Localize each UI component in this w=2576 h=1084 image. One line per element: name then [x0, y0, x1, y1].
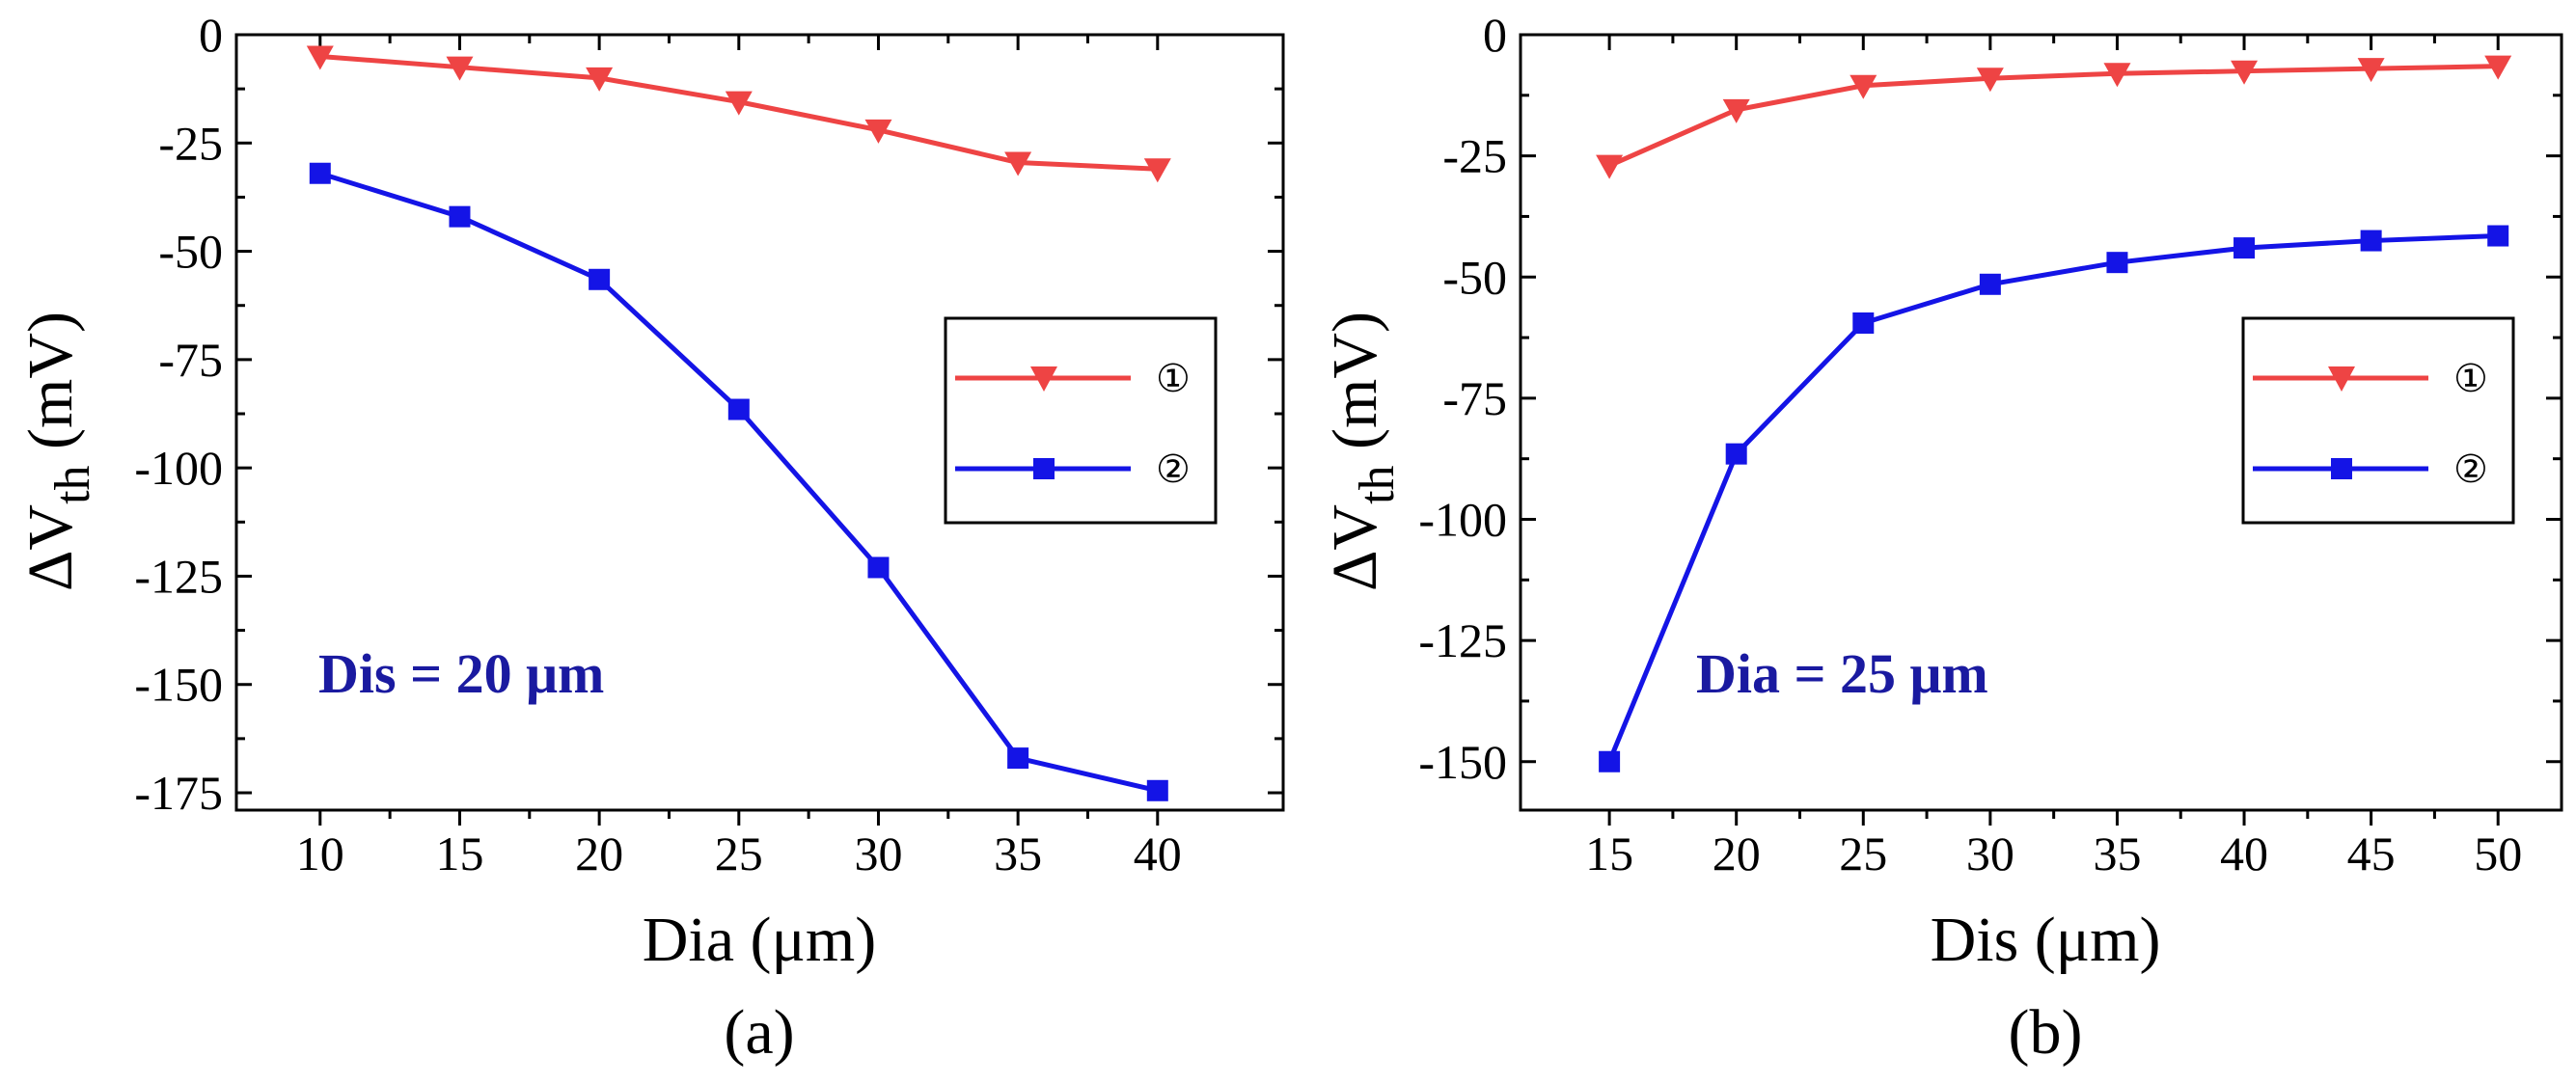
panel-b-plot-frame	[1519, 33, 2563, 812]
panel-b-x-tick-label: 40	[2220, 827, 2268, 881]
panel-a-y-tick-label: -100	[134, 441, 223, 495]
panel-a-x-tick-label: 35	[994, 827, 1042, 881]
panel-a-series-2-point	[1146, 779, 1168, 801]
panel-a-series-2-point	[449, 205, 471, 228]
panel-a-legend: ① ②	[944, 316, 1218, 525]
panel-b-y-tick-label: -25	[1442, 129, 1507, 183]
panel-a-y-tick-label: -25	[158, 116, 223, 170]
panel-a-series-1-point	[446, 56, 474, 81]
panel-a-series-1-point	[864, 119, 892, 144]
panel-b-x-tick-label: 35	[2093, 827, 2141, 881]
panel-b-series-2-point	[1979, 273, 2001, 295]
panel-a-x-tick-label: 40	[1134, 827, 1182, 881]
panel-b-legend-label-1: ①	[2453, 357, 2488, 400]
panel-b-series-1-point	[2103, 63, 2131, 88]
panel-a-legend-marker-2	[1033, 458, 1055, 479]
panel-a-y-tick-label: -125	[134, 549, 223, 603]
panel-b-series-1-point	[2231, 60, 2259, 85]
panel-a-y-tick-label: -150	[134, 658, 223, 712]
panel-b-y-tick-label: -125	[1418, 613, 1507, 667]
panel-a-plot-frame	[234, 33, 1285, 812]
panel-a-y-tick-label: -75	[158, 333, 223, 387]
panel-b-annotation: Dia = 25 μm	[1696, 642, 1988, 705]
panel-b-x-tick-label: 50	[2474, 827, 2522, 881]
panel-a-x-tick-label: 15	[435, 827, 483, 881]
panel-b-legend: ① ②	[2241, 316, 2515, 525]
panel-a-y-axis-title: ΔVth (mV)	[15, 312, 100, 591]
panel-b-x-axis-title: Dis (μm)	[1931, 905, 2161, 975]
panel-a-series-1-point	[586, 67, 614, 92]
panel-b-legend-marker-1	[2328, 366, 2355, 392]
panel-b-y-tick-label: -100	[1418, 493, 1507, 547]
panel-b-y-tick-label: -50	[1442, 250, 1507, 304]
panel-a-legend-box	[944, 316, 1218, 525]
panel-b-series-2-point	[2360, 230, 2382, 252]
panel-a-x-axis-title: Dia (μm)	[643, 905, 876, 975]
panel-a-x-tick-label: 10	[296, 827, 344, 881]
panel-a-x-tick-label: 30	[854, 827, 902, 881]
panel-b-x-tick-label: 25	[1839, 827, 1887, 881]
panel-b-legend-label-2: ②	[2453, 447, 2488, 491]
panel-b-y-axis-title: ΔVth (mV)	[1320, 312, 1405, 591]
panel-a-series-1-point	[1004, 151, 1032, 176]
panel-b-x-tick-label: 45	[2347, 827, 2396, 881]
panel-b-series-1-point	[1976, 68, 2004, 93]
panel-a-series-1-point	[1143, 158, 1171, 183]
panel-b-series-2-point	[1599, 750, 1621, 772]
panel-a-annotation: Dis = 20 μm	[318, 642, 604, 705]
panel-b-series-2-point	[2106, 252, 2128, 274]
panel-a-series-2-point	[727, 398, 750, 420]
panel-a-series-1-point	[306, 45, 334, 70]
panel-b-y-tick-label: 0	[1483, 8, 1507, 62]
panel-a-x-tick-label: 20	[575, 827, 623, 881]
panel-b-y-tick-label: -150	[1418, 735, 1507, 789]
panel-a-series-2-point	[867, 556, 890, 579]
panel-b-legend-box	[2241, 316, 2515, 525]
panel-b-marks: 0 -25 -50 -75 -100 -125 -150 15 20 25 30 35 40 45 50	[1418, 8, 2563, 881]
panel-a-y-tick-label: 0	[199, 8, 223, 62]
panel-a-y-tick-label: -175	[134, 766, 223, 820]
panel-b-series-1-line	[1608, 64, 2499, 168]
panel-a-series-2-point	[1007, 747, 1029, 770]
panel-b-series-2-point	[1852, 312, 1875, 334]
panel-b-series-2-point	[1725, 443, 1747, 465]
panel-a-marks: 0 -25 -50 -75 -100 -125 -150 -175 10 15 20 25 30 35 40	[134, 8, 1285, 881]
panel-a-legend-label-2: ②	[1156, 447, 1191, 491]
panel-a-series-2-point	[589, 268, 611, 290]
panel-a-legend-marker-1	[1030, 366, 1057, 392]
panel-b-series-1-point	[1850, 74, 1877, 99]
panel-b-x-tick-label: 15	[1585, 827, 1633, 881]
panel-b-series-1-point	[1722, 98, 1750, 123]
panel-b-y-tick-label: -75	[1442, 371, 1507, 425]
panel-a-series-1-point	[725, 91, 753, 116]
panel-a-x-tick-label: 25	[715, 827, 763, 881]
panel-b-caption: (b)	[2009, 997, 2083, 1068]
panel-b-series-2-point	[2487, 225, 2509, 247]
panel-b-series-1-point	[2484, 55, 2512, 80]
panel-b-series-1-point	[2357, 58, 2385, 83]
panel-b: 0 -25 -50 -75 -100 -125 -150 15 20 25 30 35 40 45 50 D…	[1320, 8, 2563, 1068]
panel-a-series-2-point	[309, 162, 331, 184]
panel-b-x-tick-label: 30	[1966, 827, 2014, 881]
panel-b-x-tick-label: 20	[1713, 827, 1761, 881]
panel-b-series-2-line	[1606, 233, 2499, 763]
panel-b-legend-marker-2	[2331, 458, 2352, 479]
panel-a-caption: (a)	[724, 997, 794, 1068]
panel-b-series-1-point	[1596, 154, 1624, 179]
panel-a-legend-label-1: ①	[1156, 357, 1191, 400]
panel-b-series-2-point	[2233, 237, 2256, 259]
panel-a-y-tick-label: -50	[158, 225, 223, 279]
panel-a: 0 -25 -50 -75 -100 -125 -150 -175 10 15 20 25 30 35 40…	[15, 8, 1285, 1068]
